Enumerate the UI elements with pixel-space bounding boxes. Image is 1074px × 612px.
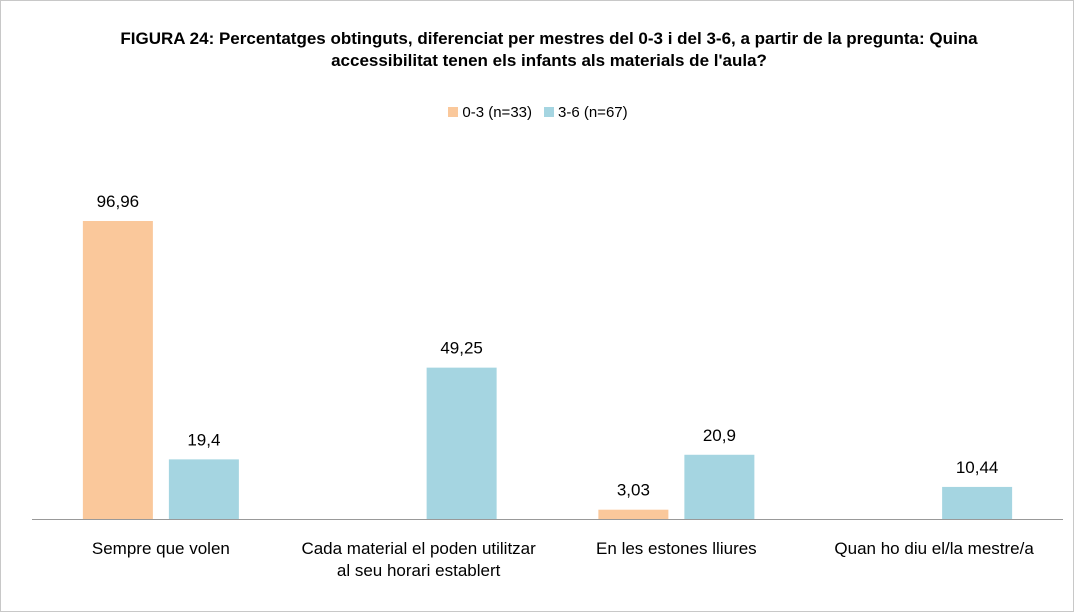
legend-item: 0-3 (n=33) <box>448 104 532 121</box>
data-label: 96,96 <box>97 192 140 211</box>
bar <box>598 509 669 519</box>
x-tick-label: Sempre que volen <box>91 539 230 558</box>
x-tick-label: En les estones lliures <box>596 539 757 558</box>
legend-label: 0-3 (n=33) <box>462 104 532 121</box>
data-label: 49,25 <box>440 339 483 358</box>
bar <box>426 367 497 519</box>
bar <box>82 221 153 519</box>
bar <box>684 454 755 519</box>
data-label: 10,44 <box>956 458 999 477</box>
legend: 0-3 (n=33) 3-6 (n=67) <box>1 104 1073 121</box>
x-tick-label: Cada material el poden utilitzar al seu … <box>301 539 536 580</box>
bar <box>168 459 239 519</box>
data-label: 19,4 <box>187 430 220 449</box>
legend-swatch <box>544 107 554 117</box>
legend-swatch <box>448 107 459 117</box>
chart-title: FIGURA 24: Percentatges obtinguts, difer… <box>120 29 978 70</box>
legend-label: 3-6 (n=67) <box>558 104 628 121</box>
x-tick-label: Quan ho diu el/la mestre/a <box>834 539 1034 558</box>
data-label: 20,9 <box>703 426 736 445</box>
data-label: 3,03 <box>617 481 650 500</box>
bar <box>942 486 1013 519</box>
legend-item: 3-6 (n=67) <box>544 104 628 121</box>
